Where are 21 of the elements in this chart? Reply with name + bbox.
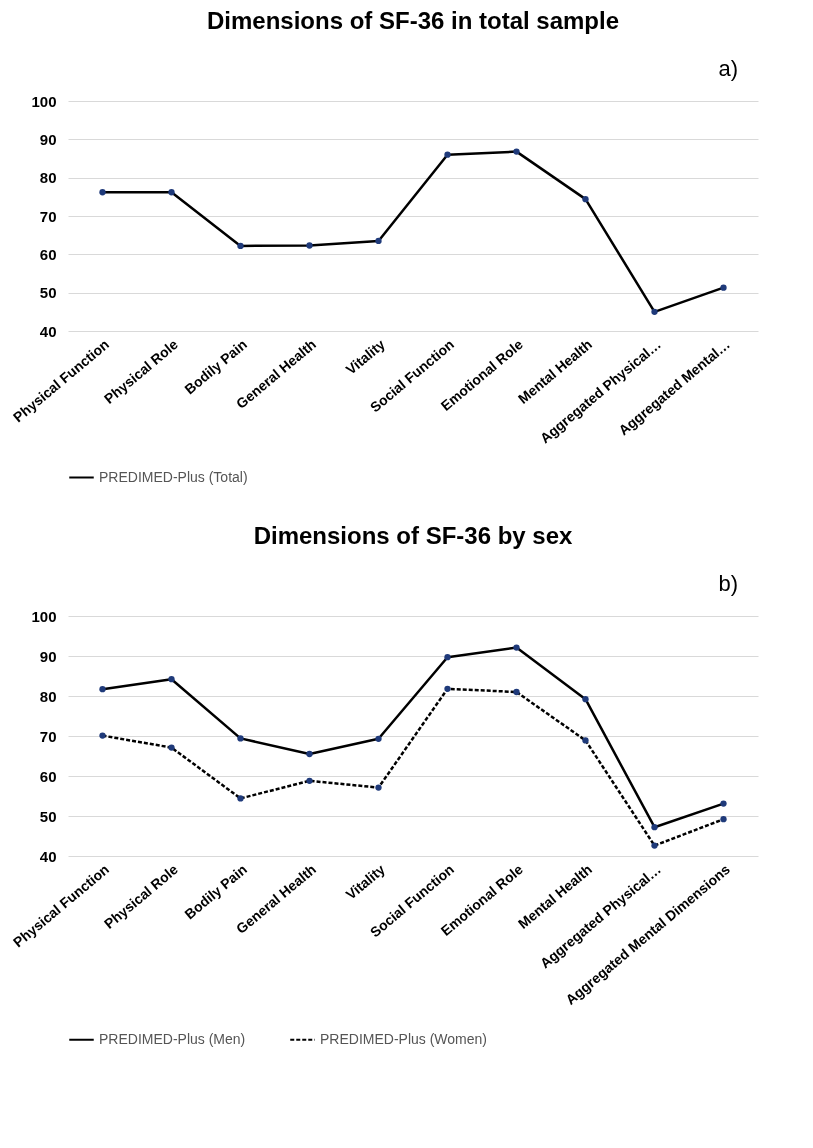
y-tick-label: 40: [39, 847, 57, 865]
y-tick-label: 70: [39, 207, 57, 225]
y-tick-label: 90: [39, 130, 57, 148]
text: b): [718, 571, 738, 596]
text: a): [718, 56, 738, 81]
chart-title: Dimensions of SF-36 in total sample: [206, 7, 620, 34]
legend-label: PREDIMED-Plus (Total): [99, 468, 248, 485]
y-tick-label: 60: [39, 245, 57, 263]
y-tick-label: 100: [31, 607, 57, 625]
y-tick-label: 100: [31, 92, 57, 110]
y-tick-label: 70: [39, 727, 57, 745]
y-tick-label: 80: [39, 687, 57, 705]
y-tick-label: 40: [39, 322, 57, 340]
legend-label: PREDIMED-Plus (Women): [320, 1030, 487, 1047]
y-tick-label: 60: [39, 767, 57, 785]
y-tick-label: 90: [39, 647, 57, 665]
y-tick-label: 80: [39, 169, 57, 187]
legend-label: PREDIMED-Plus (Men): [99, 1030, 246, 1047]
y-tick-label: 50: [39, 807, 57, 825]
chart-title: Dimensions of SF-36 by sex: [253, 522, 574, 549]
y-tick-label: 50: [39, 284, 57, 302]
